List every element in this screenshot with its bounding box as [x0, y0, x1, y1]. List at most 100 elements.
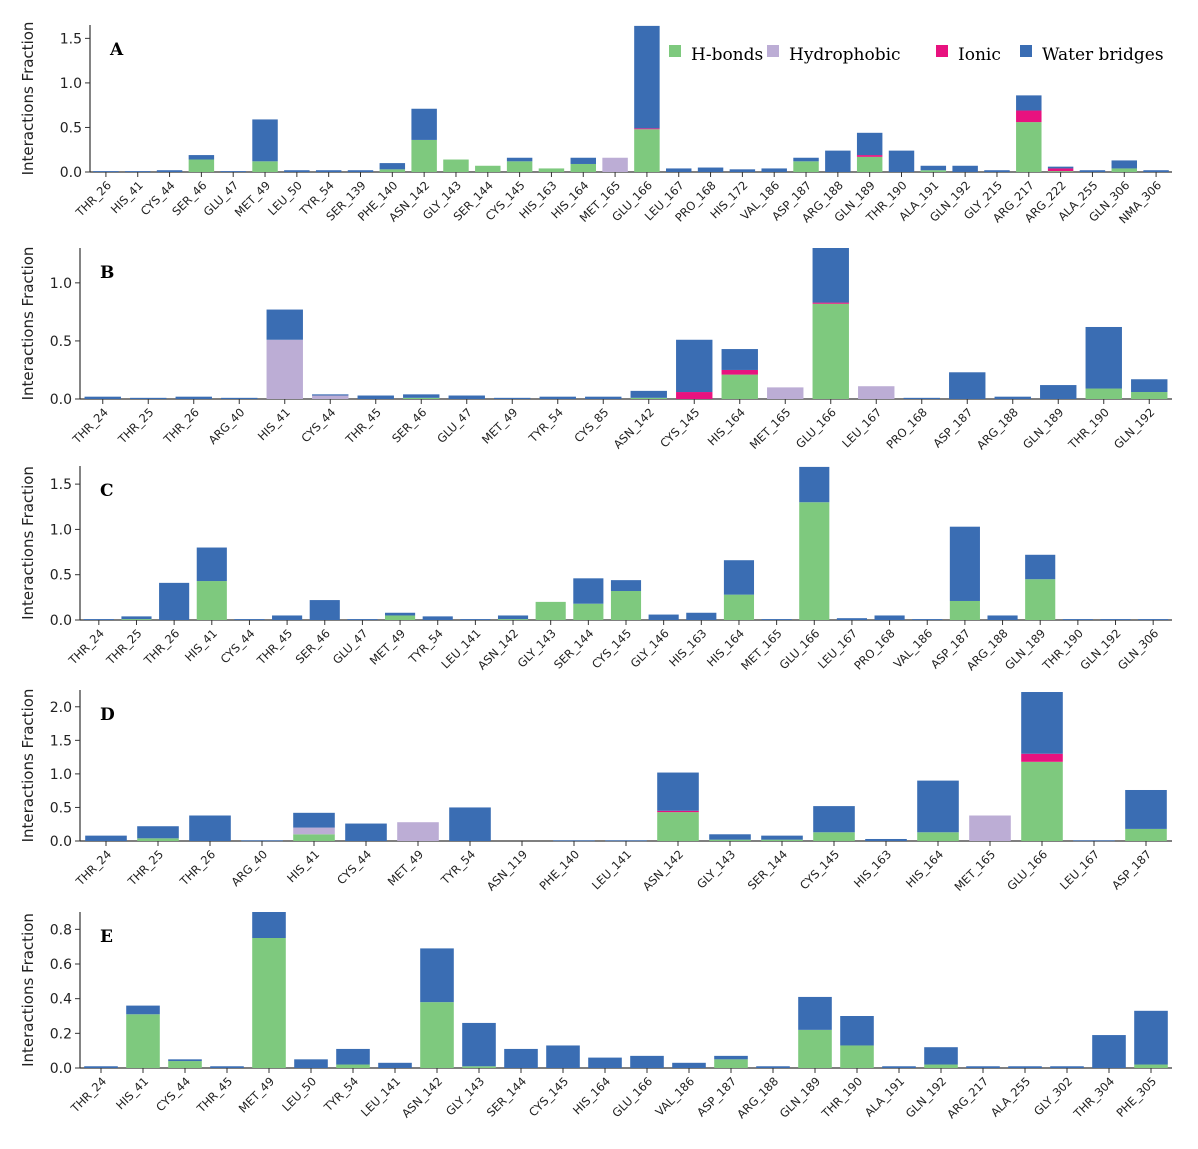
- x-tick-label: THR_190: [818, 1074, 865, 1121]
- bar-water-bridges-gln_306: [1138, 619, 1169, 620]
- bar-h-bonds-gln_189: [856, 156, 883, 172]
- x-tick-label: CYS_44: [298, 405, 338, 445]
- bar-h-bonds-met_49: [252, 938, 286, 1068]
- y-tick-label: 1.5: [50, 733, 72, 749]
- bar-water-bridges-his_164: [917, 780, 959, 833]
- x-tick-label: LEU_141: [358, 1074, 403, 1119]
- bar-water-bridges-glu_166: [1021, 692, 1063, 754]
- bar-h-bonds-gly_143: [462, 1066, 496, 1068]
- bar-water-bridges-gly_143: [462, 1022, 496, 1067]
- legend-label-hydrophobic: Hydrophobic: [789, 45, 901, 65]
- bar-water-bridges-cys_145: [610, 580, 642, 592]
- bar-water-bridges-tyr_54: [315, 170, 342, 172]
- x-tick-label: THR_25: [115, 405, 157, 447]
- x-tick-label: THR_45: [193, 1074, 235, 1116]
- bar-water-bridges-thr_190: [888, 150, 915, 172]
- x-tick-label: TYR_54: [321, 1074, 362, 1115]
- bar-water-bridges-gly_143: [709, 834, 751, 840]
- x-tick-label: GLU_47: [330, 626, 371, 667]
- bar-water-bridges-met_49: [252, 912, 286, 938]
- bar-hydrophobic-his_41: [266, 339, 303, 399]
- x-tick-label: TYR_54: [525, 405, 566, 446]
- bar-water-bridges-asn_142: [411, 108, 437, 140]
- bar-water-bridges-his_163: [686, 612, 717, 620]
- bar-water-bridges-his_164: [588, 1057, 622, 1068]
- y-tick-label: 0.0: [60, 165, 82, 181]
- bar-water-bridges-cys_44: [312, 394, 349, 396]
- bar-water-bridges-ala_255: [1008, 1066, 1042, 1068]
- x-tick-label: MET_49: [367, 626, 408, 667]
- x-tick-label: HIS_41: [113, 1074, 151, 1112]
- x-tick-label: GLN_306: [1115, 626, 1161, 672]
- bar-h-bonds-phe_140: [379, 169, 406, 172]
- bar-water-bridges-glu_47: [448, 395, 485, 399]
- bar-hydrophobic-cys_44: [312, 395, 349, 399]
- bar-h-bonds-gln_192: [1131, 392, 1168, 399]
- y-tick-label: 0.5: [50, 334, 72, 350]
- x-tick-label: SER_46: [389, 405, 429, 445]
- bar-water-bridges-thr_190: [1062, 619, 1093, 620]
- y-tick-label: 1.0: [50, 276, 72, 292]
- bar-hydrophobic-his_41: [293, 827, 335, 835]
- bar-h-bonds-asp_187: [949, 600, 980, 620]
- bar-water-bridges-leu_167: [666, 168, 692, 172]
- x-tick-label: ASN_142: [475, 626, 521, 672]
- x-tick-label: THR_45: [253, 626, 295, 668]
- bar-water-bridges-val_186: [912, 619, 943, 620]
- x-tick-label: GLY_143: [694, 847, 738, 891]
- x-tick-label: LEU_167: [1057, 847, 1102, 892]
- bar-water-bridges-leu_167: [1073, 840, 1115, 842]
- bar-water-bridges-ser_144: [761, 835, 803, 840]
- bar-water-bridges-leu_167: [836, 618, 867, 620]
- bar-water-bridges-leu_141: [378, 1062, 412, 1068]
- bar-water-bridges-met_49: [385, 612, 416, 616]
- bar-h-bonds-glu_166: [799, 502, 830, 620]
- x-tick-label: ASN_119: [484, 847, 530, 893]
- x-tick-label: MET_49: [236, 1074, 277, 1115]
- bar-water-bridges-ser_46: [403, 394, 440, 398]
- x-tick-label: ARG_217: [944, 1074, 991, 1121]
- bar-water-bridges-ser_46: [188, 155, 215, 160]
- bar-h-bonds-gln_189: [798, 1029, 832, 1068]
- bar-hydrophobic-met_165: [602, 157, 628, 172]
- bar-h-bonds-thr_190: [840, 1045, 874, 1068]
- x-tick-label: GLU_166: [777, 626, 823, 672]
- bar-water-bridges-his_41: [196, 547, 227, 582]
- bar-water-bridges-arg_217: [1016, 95, 1042, 111]
- x-tick-label: HIS_41: [255, 405, 293, 443]
- x-tick-label: THR_24: [67, 1074, 109, 1116]
- x-tick-label: GLN_192: [903, 1074, 949, 1120]
- x-tick-label: MET_49: [232, 178, 273, 219]
- y-tick-label: 0.5: [50, 800, 72, 816]
- x-tick-label: ARG_40: [206, 405, 248, 447]
- bar-water-bridges-pro_168: [874, 615, 905, 620]
- bar-water-bridges-thr_190: [1085, 326, 1122, 389]
- x-tick-label: ASP_187: [694, 1074, 739, 1119]
- bar-water-bridges-ala_191: [920, 165, 947, 171]
- bar-h-bonds-his_164: [570, 163, 596, 172]
- x-tick-label: HIS_163: [851, 847, 894, 890]
- bar-water-bridges-his_41: [125, 171, 151, 172]
- y-tick-label: 0.0: [50, 834, 72, 850]
- bar-water-bridges-nma_306: [1143, 170, 1169, 172]
- bar-water-bridges-thr_24: [84, 396, 121, 399]
- x-tick-label: ASP_187: [1109, 847, 1154, 892]
- bar-water-bridges-glu_47: [220, 171, 246, 172]
- bar-water-bridges-glu_166: [799, 466, 830, 503]
- bar-h-bonds-gln_192: [924, 1064, 958, 1068]
- x-tick-label: MET_49: [479, 405, 520, 446]
- x-tick-label: CYS_145: [657, 405, 702, 450]
- x-tick-label: HIS_164: [570, 1074, 613, 1117]
- bar-h-bonds-glu_166: [812, 303, 849, 399]
- bar-h-bonds-gly_143: [443, 159, 469, 172]
- bar-h-bonds-his_164: [723, 594, 755, 620]
- x-tick-label: THR_24: [72, 847, 114, 889]
- bar-water-bridges-asp_187: [714, 1055, 748, 1060]
- y-tick-label: 1.5: [60, 31, 82, 47]
- x-tick-label: GLU_47: [434, 405, 475, 446]
- bar-water-bridges-arg_188: [756, 1066, 790, 1068]
- x-tick-label: THR_26: [141, 626, 183, 668]
- x-tick-label: CYS_145: [526, 1074, 571, 1119]
- x-tick-label: HIS_41: [182, 626, 220, 664]
